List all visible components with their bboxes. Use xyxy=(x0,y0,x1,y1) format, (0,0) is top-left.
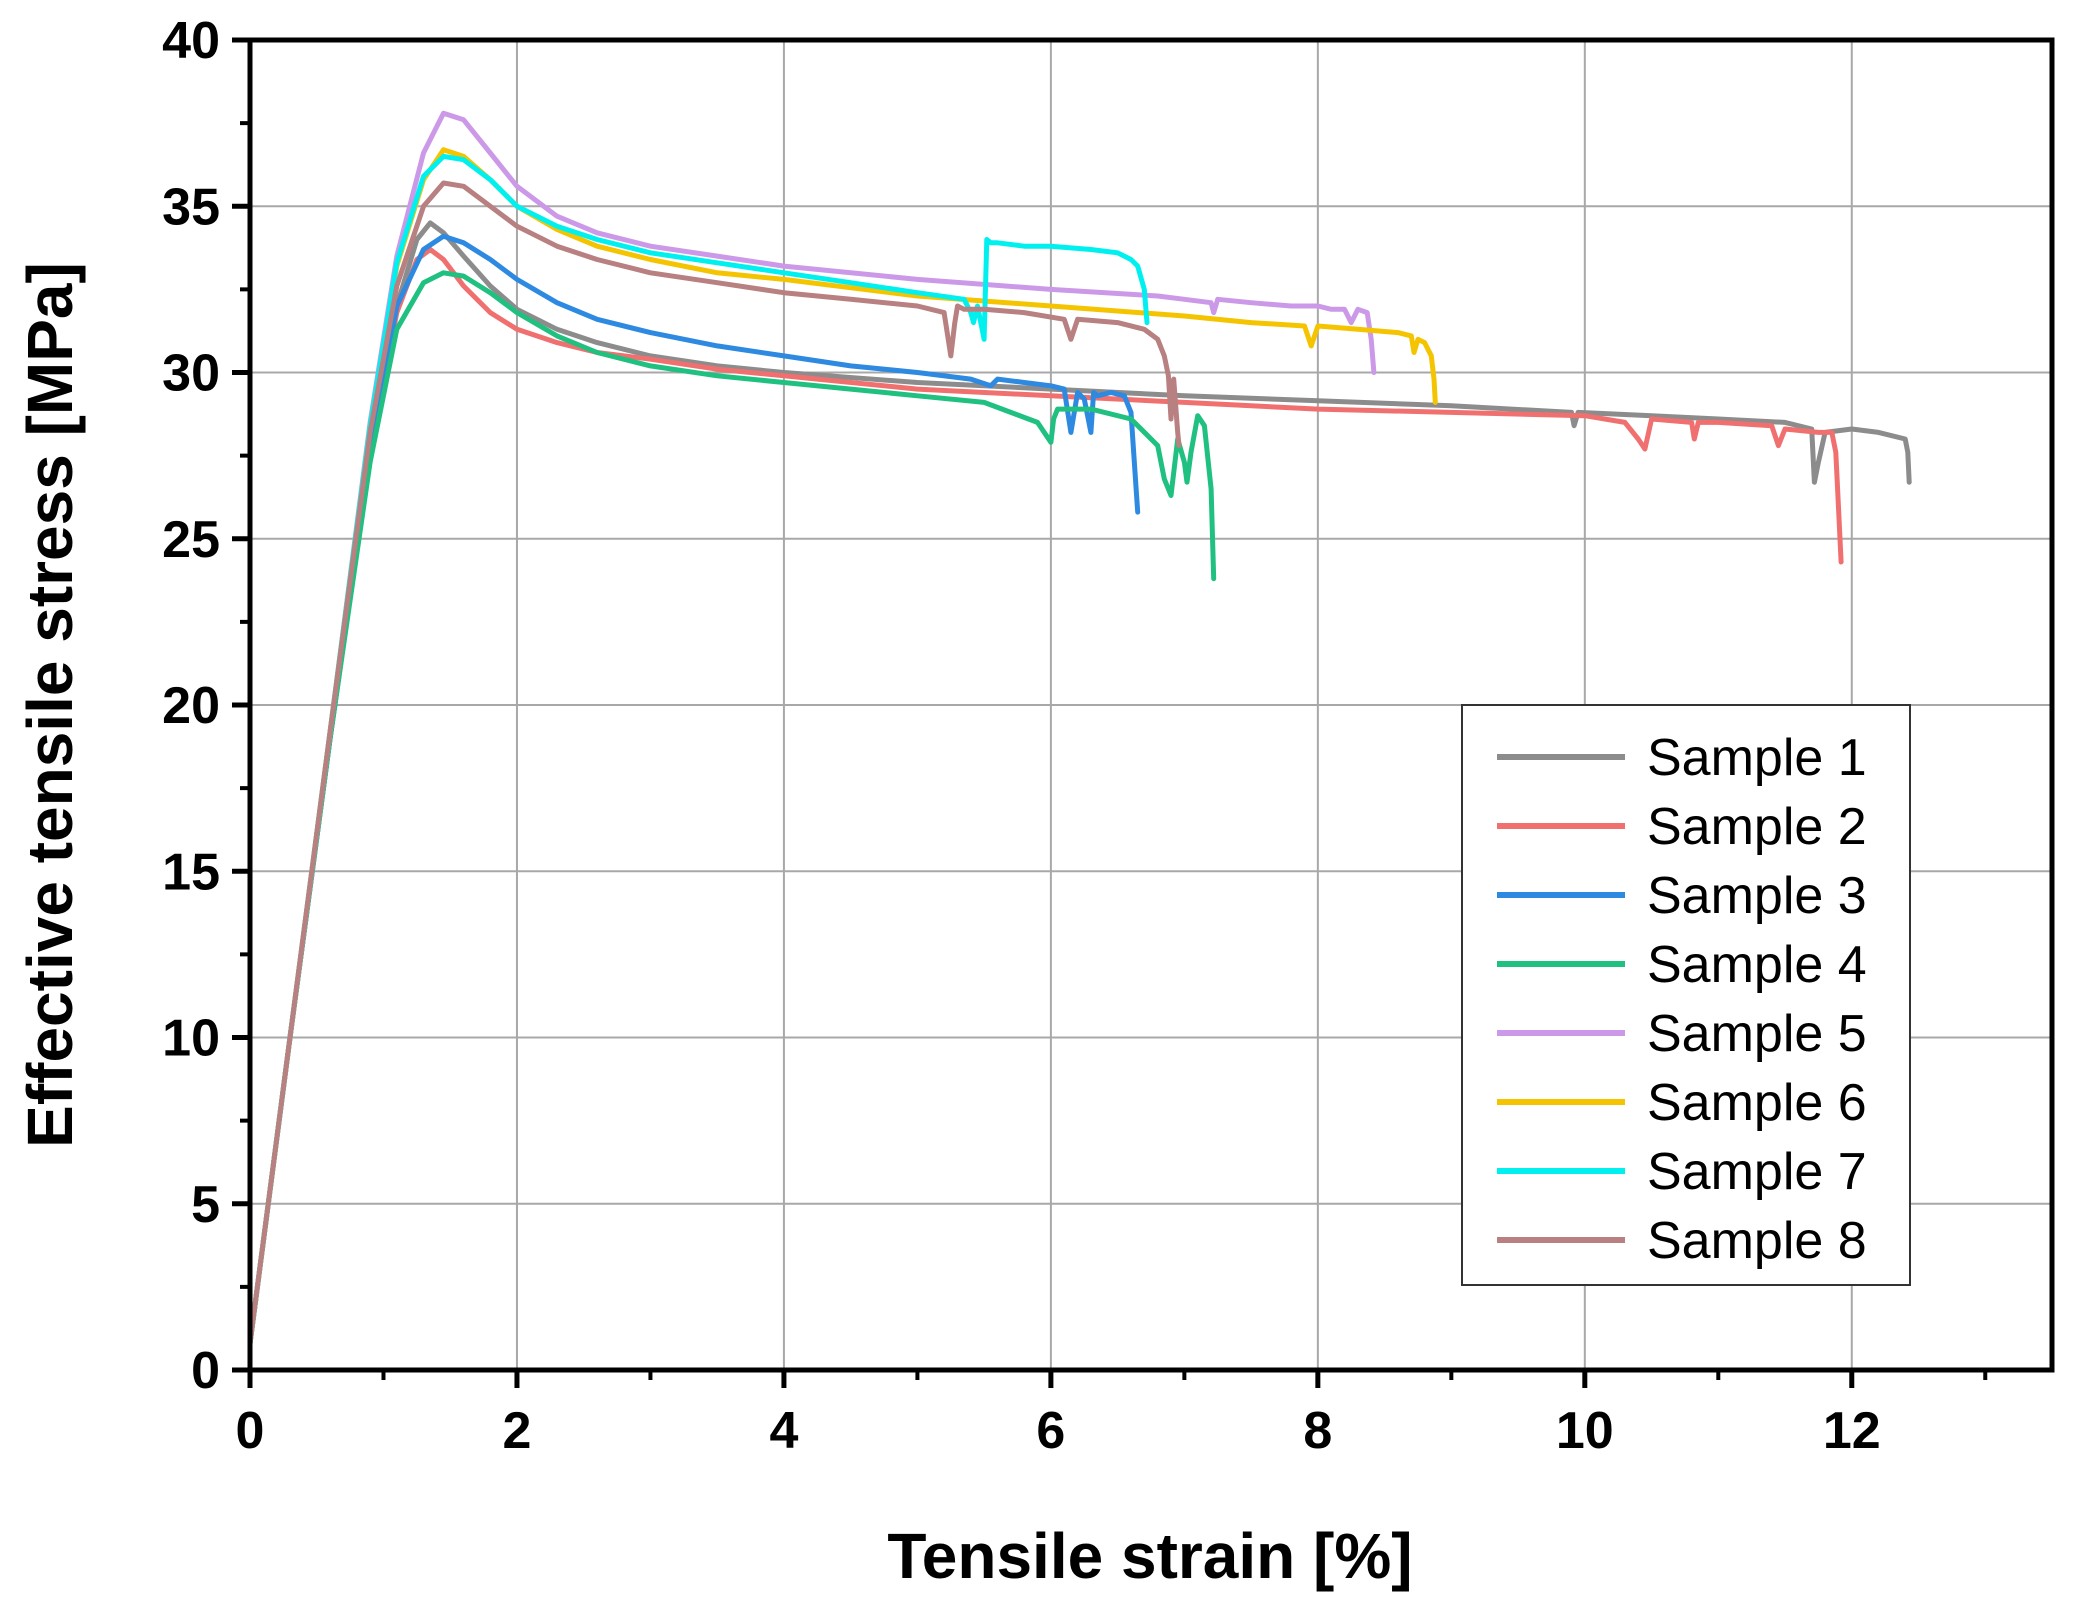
x-tick-label: 10 xyxy=(1556,1402,1614,1460)
y-tick-label: 35 xyxy=(162,178,220,236)
series-line-sample-4 xyxy=(247,270,1217,1346)
series-line-sample-2 xyxy=(247,247,1844,1346)
legend: Sample 1 Sample 2 Sample 3 Sample 4 Sample 5… xyxy=(1461,704,1911,1286)
series-line-sample-8 xyxy=(247,180,1182,1346)
x-tick-label: 0 xyxy=(236,1402,265,1460)
x-tick-label: 4 xyxy=(769,1402,798,1460)
axis-tick-labels: 0 2 4 6 8 10 12 0 5 10 15 20 25 30 35 40 xyxy=(162,12,1881,1460)
legend-label: Sample 4 xyxy=(1647,936,1867,994)
axis-ticks xyxy=(232,37,1988,1388)
legend-box xyxy=(1461,704,1911,1286)
x-tick-label: 2 xyxy=(503,1402,532,1460)
y-tick-label: 5 xyxy=(191,1176,220,1234)
y-tick-label: 30 xyxy=(162,345,220,403)
series-lines xyxy=(247,110,1912,1346)
y-tick-label: 15 xyxy=(162,843,220,901)
legend-items: Sample 1 Sample 2 Sample 3 Sample 4 Sample 5… xyxy=(1497,729,1867,1270)
x-tick-label: 6 xyxy=(1036,1402,1065,1460)
y-tick-label: 0 xyxy=(191,1342,220,1400)
legend-label: Sample 8 xyxy=(1647,1212,1867,1270)
legend-label: Sample 2 xyxy=(1647,798,1867,856)
legend-label: Sample 7 xyxy=(1647,1143,1867,1201)
series-line-sample-3 xyxy=(247,233,1141,1346)
y-axis-label: Effective tensile stress [MPa] xyxy=(14,262,86,1148)
y-tick-label: 10 xyxy=(162,1010,220,1068)
legend-label: Sample 1 xyxy=(1647,729,1867,787)
x-tick-label: 12 xyxy=(1823,1402,1881,1460)
legend-label: Sample 3 xyxy=(1647,867,1867,925)
x-tick-label: 8 xyxy=(1303,1402,1332,1460)
y-tick-label: 25 xyxy=(162,511,220,569)
legend-label: Sample 6 xyxy=(1647,1074,1867,1132)
legend-label: Sample 5 xyxy=(1647,1005,1867,1063)
y-tick-label: 20 xyxy=(162,677,220,735)
y-tick-label: 40 xyxy=(162,12,220,70)
x-axis-label: Tensile strain [%] xyxy=(887,1520,1412,1592)
series-line-sample-7 xyxy=(247,153,1150,1346)
